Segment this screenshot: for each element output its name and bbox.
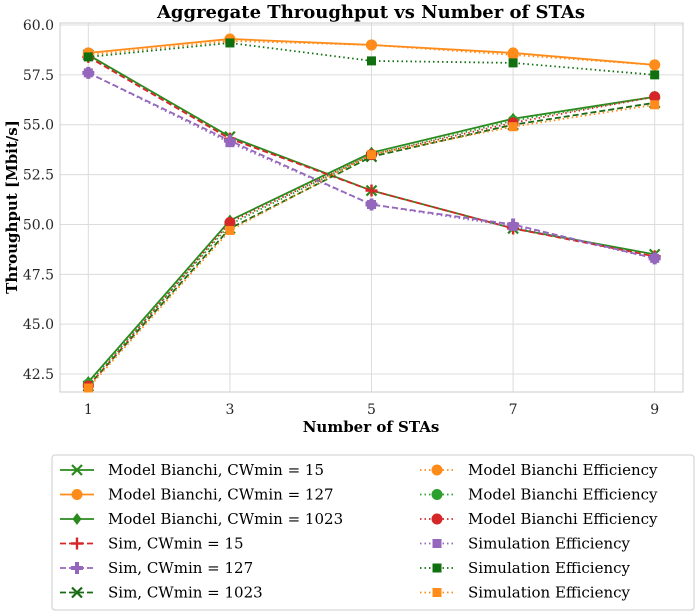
- legend-marker: [432, 539, 442, 548]
- legend-label: Model Bianchi Efficiency: [468, 461, 658, 479]
- data-point: [225, 138, 235, 148]
- legend: Model Bianchi, CWmin = 15 Model Bianchi, …: [60, 461, 658, 602]
- series-line: [87, 72, 655, 260]
- chart-title: Aggregate Throughput vs Number of STAs: [156, 2, 585, 23]
- data-point: [83, 383, 93, 393]
- x-tick-label: 3: [225, 402, 234, 418]
- y-tick-label: 42.5: [23, 367, 54, 383]
- legend-entry: Simulation Efficiency: [420, 584, 631, 602]
- legend-frame: [51, 454, 695, 611]
- y-tick-label: 57.5: [23, 68, 54, 84]
- data-point: [367, 56, 376, 66]
- legend-label: Sim, CWmin = 15: [108, 535, 244, 553]
- y-axis-label: Throughput [Mbit/s]: [3, 120, 21, 294]
- data-point: [366, 39, 377, 51]
- data-point: [367, 150, 376, 160]
- data-point: [83, 68, 93, 78]
- legend-marker: [431, 464, 443, 476]
- grid-lines: [60, 23, 683, 392]
- series-11: [83, 38, 660, 80]
- y-tick-label: 52.5: [23, 168, 54, 184]
- y-axis-ticks: 42.5 45.0 47.5 50.0 52.5 55.0 57.5 60.0: [23, 18, 54, 383]
- data-point: [225, 225, 235, 235]
- legend-entry: Model Bianchi Efficiency: [420, 510, 658, 528]
- legend-marker: [71, 489, 83, 500]
- data-point: [649, 59, 661, 71]
- x-tick-label: 7: [509, 402, 518, 418]
- legend-entry: Model Bianchi, CWmin = 127: [60, 486, 334, 504]
- data-point: [508, 58, 518, 68]
- legend-marker: [71, 586, 83, 599]
- legend-entry: Sim, CWmin = 15: [60, 535, 244, 553]
- series-10: [83, 68, 660, 263]
- legend-entry: Simulation Efficiency: [420, 559, 631, 577]
- legend-entry: Model Bianchi, CWmin = 15: [60, 461, 324, 479]
- legend-marker: [72, 513, 82, 525]
- legend-label: Model Bianchi Efficiency: [468, 486, 658, 504]
- legend-marker: [431, 513, 443, 525]
- legend-label: Model Bianchi, CWmin = 127: [108, 486, 334, 504]
- data-point: [508, 122, 518, 132]
- legend-marker: [71, 464, 83, 476]
- legend-entry: Simulation Efficiency: [420, 535, 631, 553]
- y-tick-label: 60.0: [23, 18, 54, 34]
- legend-entry: Sim, CWmin = 127: [60, 559, 253, 577]
- legend-entry: Model Bianchi Efficiency: [420, 461, 658, 479]
- y-tick-label: 47.5: [23, 267, 54, 283]
- data-point: [365, 184, 378, 197]
- legend-label: Sim, CWmin = 127: [108, 559, 253, 577]
- x-tick-label: 5: [367, 402, 376, 418]
- series-layer: [82, 33, 661, 393]
- legend-entry: Sim, CWmin = 1023: [60, 584, 263, 602]
- x-axis-ticks: 1 3 5 7 9: [84, 402, 659, 418]
- legend-label: Simulation Efficiency: [468, 535, 631, 553]
- legend-label: Sim, CWmin = 1023: [108, 584, 263, 602]
- legend-marker: [71, 562, 83, 574]
- data-point: [650, 253, 660, 263]
- data-point: [367, 200, 376, 210]
- y-tick-label: 55.0: [23, 118, 54, 134]
- legend-label: Model Bianchi Efficiency: [468, 510, 658, 528]
- plot-frame: [59, 22, 684, 393]
- legend-entry: Model Bianchi Efficiency: [420, 486, 658, 504]
- legend-marker: [432, 563, 442, 573]
- legend-marker: [432, 588, 442, 597]
- data-point: [83, 52, 93, 62]
- series-line: [87, 95, 655, 387]
- legend-marker: [71, 537, 83, 550]
- x-tick-label: 9: [650, 402, 659, 418]
- series-line: [87, 72, 655, 260]
- data-point: [650, 70, 660, 80]
- x-axis-label: Number of STAs: [303, 418, 440, 436]
- series-line: [88, 42, 655, 76]
- y-tick-label: 50.0: [23, 217, 54, 233]
- legend-marker: [431, 489, 443, 500]
- legend-label: Simulation Efficiency: [468, 559, 631, 577]
- legend-entry: Model Bianchi, CWmin = 1023: [60, 510, 343, 528]
- y-tick-label: 45.0: [23, 317, 54, 333]
- data-point: [650, 100, 660, 110]
- data-point: [225, 38, 235, 48]
- legend-label: Model Bianchi, CWmin = 15: [108, 461, 324, 479]
- legend-label: Model Bianchi, CWmin = 1023: [108, 510, 343, 528]
- x-tick-label: 1: [84, 402, 93, 418]
- series-12: [83, 100, 660, 393]
- legend-label: Simulation Efficiency: [468, 584, 631, 602]
- data-point: [508, 221, 518, 231]
